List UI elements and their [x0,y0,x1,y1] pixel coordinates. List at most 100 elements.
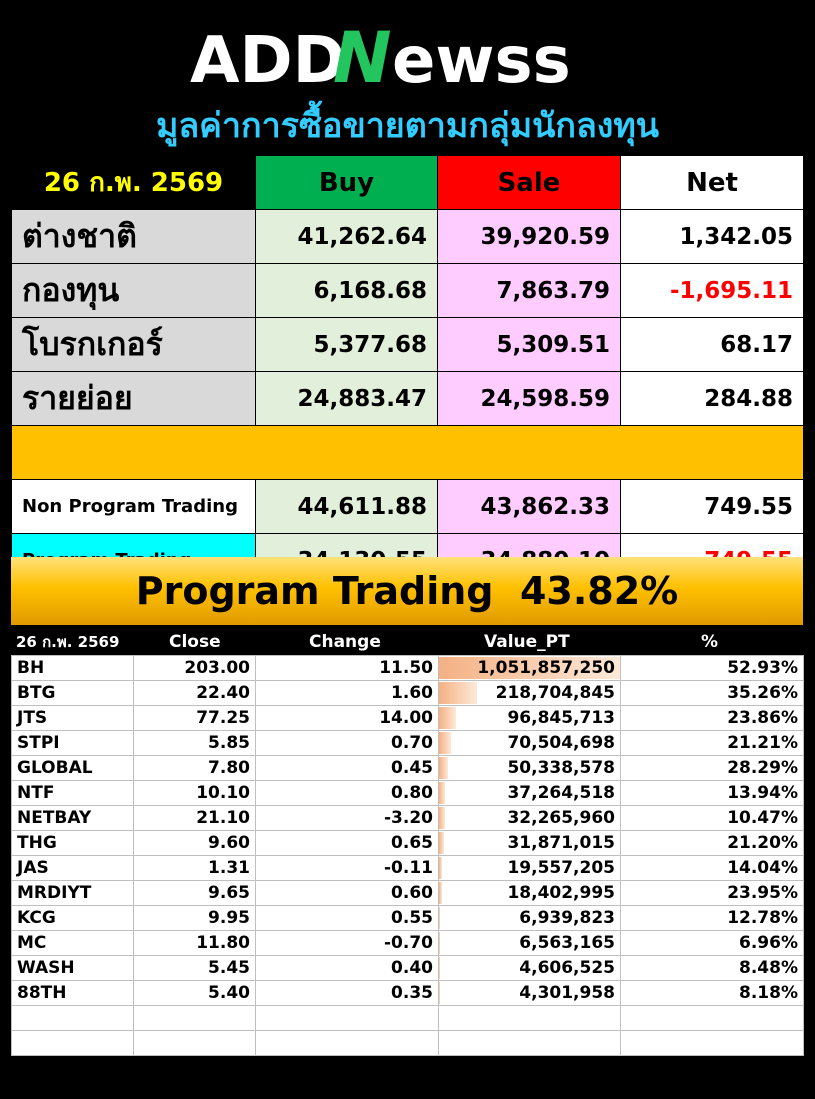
close-cell: 11.80 [133,930,256,956]
empty-cell [620,1005,804,1031]
close-cell: 77.25 [133,705,256,731]
symbol-cell: MC [11,930,134,956]
change-cell: 0.65 [255,830,439,856]
row-label: โบรกเกอร์ [11,317,256,372]
summary-separator [11,425,804,480]
row-label: ต่างชาติ [11,209,256,264]
close-cell: 10.10 [133,780,256,806]
symbol-cell: BTG [11,680,134,706]
row-label: รายย่อย [11,371,256,426]
value-bar [439,882,443,904]
banner-label: Program Trading [135,569,494,613]
value-text: 37,264,518 [507,783,615,803]
pct-cell: 8.48% [620,955,804,981]
close-cell: 5.40 [133,980,256,1006]
empty-cell [133,1005,256,1031]
close-cell: 1.31 [133,855,256,881]
value-bar [439,932,441,954]
pct-cell: 52.93% [620,655,804,681]
value-pt-cell: 4,606,525 [438,955,621,981]
pct-cell: 14.04% [620,855,804,881]
pct-cell: 10.47% [620,805,804,831]
value-bar [439,982,440,1004]
empty-cell [11,1005,134,1031]
page-title: มูลค่าการซื้อขายตามกลุ่มนักลงทุน [155,106,660,146]
change-cell: 0.70 [255,730,439,756]
symbol-cell: THG [11,830,134,856]
value-bar [439,657,620,679]
empty-cell [620,1030,804,1056]
symbol-cell: WASH [11,955,134,981]
net-value: -1,695.11 [620,263,804,318]
table-row: MRDIYT 9.65 0.60 18,402,995 23.95% [11,880,804,906]
pct-cell: 35.26% [620,680,804,706]
empty-row [11,1005,804,1031]
logo-text-add: ADD [190,24,346,98]
pct-cell: 28.29% [620,755,804,781]
symbol-cell: GLOBAL [11,755,134,781]
change-cell: -0.70 [255,930,439,956]
summary-row-retail: รายย่อย 24,883.47 24,598.59 284.88 [11,371,804,426]
summary-date: 26 ก.พ. 2569 [11,155,256,210]
close-cell: 7.80 [133,755,256,781]
value-pt-cell: 32,265,960 [438,805,621,831]
value-text: 31,871,015 [507,833,615,853]
value-pt-cell: 96,845,713 [438,705,621,731]
close-cell: 9.95 [133,905,256,931]
table-row: THG 9.60 0.65 31,871,015 21.20% [11,830,804,856]
buy-value: 44,611.88 [255,479,438,534]
table-row: NETBAY 21.10 -3.20 32,265,960 10.47% [11,805,804,831]
net-value: 68.17 [620,317,804,372]
net-header: Net [620,155,804,210]
close-cell: 5.45 [133,955,256,981]
col-header-pct: % [701,632,719,652]
change-cell: 0.45 [255,755,439,781]
net-value: 1,342.05 [620,209,804,264]
net-value: 284.88 [620,371,804,426]
value-text: 70,504,698 [507,733,615,753]
summary-row-fund: กองทุน 6,168.68 7,863.79 -1,695.11 [11,263,804,318]
value-text: 18,402,995 [507,883,615,903]
symbol-cell: 88TH [11,980,134,1006]
table-row: BTG 22.40 1.60 218,704,845 35.26% [11,680,804,706]
value-pt-cell: 1,051,857,250 [438,655,621,681]
close-cell: 21.10 [133,805,256,831]
symbol-cell: NETBAY [11,805,134,831]
summary-row-broker: โบรกเกอร์ 5,377.68 5,309.51 68.17 [11,317,804,372]
value-text: 4,606,525 [519,958,615,978]
change-cell: 0.35 [255,980,439,1006]
change-cell: 1.60 [255,680,439,706]
value-pt-cell: 50,338,578 [438,755,621,781]
empty-cell [255,1030,439,1056]
value-pt-cell: 4,301,958 [438,980,621,1006]
table-row: WASH 5.45 0.40 4,606,525 8.48% [11,955,804,981]
program-trading-banner: Program Trading 43.82% [11,557,803,625]
table-row: GLOBAL 7.80 0.45 50,338,578 28.29% [11,755,804,781]
table-row: MC 11.80 -0.70 6,563,165 6.96% [11,930,804,956]
sale-value: 5,309.51 [437,317,621,372]
banner-value: 43.82% [519,569,679,613]
table-row: 88TH 5.40 0.35 4,301,958 8.18% [11,980,804,1006]
table-row: JTS 77.25 14.00 96,845,713 23.86% [11,705,804,731]
value-pt-cell: 19,557,205 [438,855,621,881]
buy-value: 24,883.47 [255,371,438,426]
detail-date: 26 ก.พ. 2569 [16,633,120,651]
close-cell: 203.00 [133,655,256,681]
net-value: 749.55 [620,479,804,534]
change-cell: -3.20 [255,805,439,831]
summary-row-non-program: Non Program Trading 44,611.88 43,862.33 … [11,479,804,534]
value-bar [439,907,441,929]
value-text: 32,265,960 [507,808,615,828]
empty-cell [255,1005,439,1031]
pct-cell: 21.21% [620,730,804,756]
empty-cell [438,1030,621,1056]
change-cell: 0.40 [255,955,439,981]
close-cell: 9.65 [133,880,256,906]
value-text: 6,563,165 [519,933,615,953]
empty-cell [11,1030,134,1056]
value-bar [439,832,445,854]
table-row: NTF 10.10 0.80 37,264,518 13.94% [11,780,804,806]
logo-text-n: N [333,17,392,98]
close-cell: 5.85 [133,730,256,756]
value-text: 19,557,205 [507,858,615,878]
